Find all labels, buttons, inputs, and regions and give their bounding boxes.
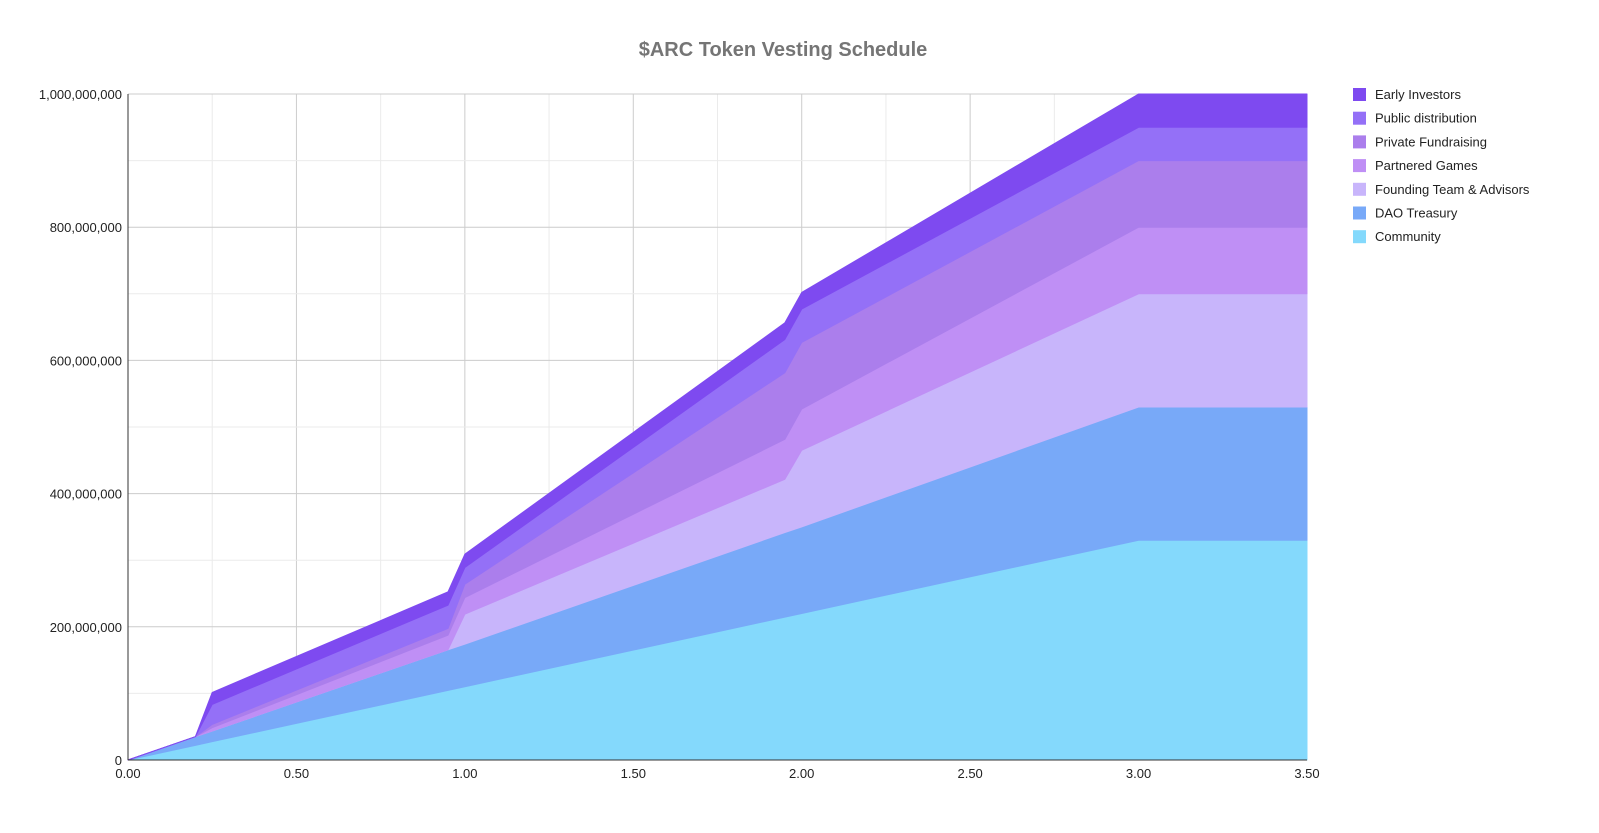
legend-item: Private Fundraising — [1353, 134, 1487, 149]
legend-item: Community — [1353, 229, 1441, 244]
chart-title: $ARC Token Vesting Schedule — [639, 39, 928, 61]
legend-item: Early Investors — [1353, 87, 1461, 102]
x-tick-label: 2.50 — [957, 766, 982, 781]
legend-swatch — [1353, 206, 1366, 220]
x-tick-label: 3.00 — [1126, 766, 1151, 781]
x-axis-ticks: 0.00 0.50 1.00 1.50 2.00 2.50 3.00 3.50 — [115, 766, 1319, 781]
legend-item: Founding Team & Advisors — [1353, 182, 1530, 197]
x-tick-label: 0.00 — [115, 766, 140, 781]
y-axis-ticks: 0 200,000,000 400,000,000 600,000,000 800,00… — [39, 87, 122, 768]
legend-swatch — [1353, 135, 1366, 149]
y-tick-label: 400,000,000 — [50, 487, 122, 502]
legend-swatch — [1353, 230, 1366, 244]
legend-label: DAO Treasury — [1375, 206, 1458, 221]
legend-item: DAO Treasury — [1353, 206, 1458, 221]
legend-label: Founding Team & Advisors — [1375, 182, 1530, 197]
y-tick-label: 800,000,000 — [50, 220, 122, 235]
legend-label: Early Investors — [1375, 87, 1461, 102]
area-early-investors — [127, 93, 1308, 761]
legend-item: Partnered Games — [1353, 158, 1478, 173]
x-tick-label: 0.50 — [284, 766, 309, 781]
x-tick-label: 1.50 — [621, 766, 646, 781]
legend-label: Partnered Games — [1375, 158, 1478, 173]
legend-label: Public distribution — [1375, 111, 1477, 126]
y-tick-label: 0 — [115, 753, 122, 768]
x-tick-label: 3.50 — [1294, 766, 1319, 781]
legend: Early Investors Public distribution Privat… — [1353, 87, 1530, 244]
y-tick-label: 1,000,000,000 — [39, 87, 122, 102]
x-tick-label: 2.00 — [789, 766, 814, 781]
legend-item: Public distribution — [1353, 111, 1477, 126]
y-tick-label: 200,000,000 — [50, 620, 122, 635]
legend-swatch — [1353, 111, 1366, 125]
legend-label: Private Fundraising — [1375, 134, 1487, 149]
y-tick-label: 600,000,000 — [50, 353, 122, 368]
stacked-areas — [127, 93, 1308, 761]
legend-swatch — [1353, 182, 1366, 196]
x-tick-label: 1.00 — [452, 766, 477, 781]
legend-swatch — [1353, 88, 1366, 101]
legend-swatch — [1353, 159, 1366, 173]
axes — [127, 94, 1307, 761]
legend-label: Community — [1375, 229, 1441, 244]
